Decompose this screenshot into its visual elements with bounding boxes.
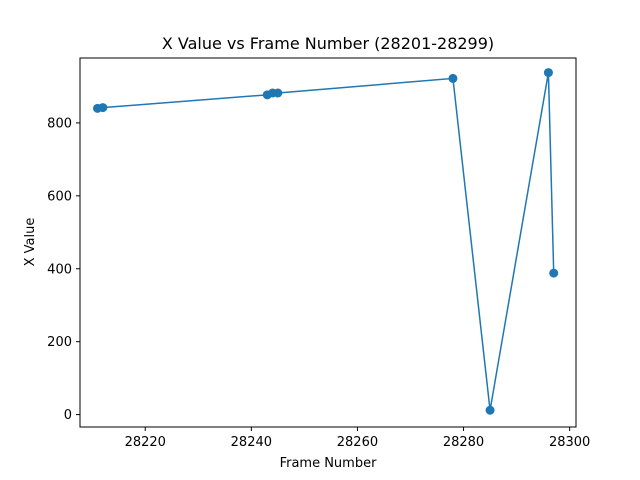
data-point <box>549 268 559 278</box>
data-point <box>448 73 458 83</box>
x-tick-label: 28280 <box>443 435 484 450</box>
data-point <box>543 68 553 78</box>
x-tick-label: 28220 <box>125 435 166 450</box>
data-point <box>485 405 495 415</box>
chart-title: X Value vs Frame Number (28201-28299) <box>162 34 494 53</box>
y-tick-label: 200 <box>47 335 72 350</box>
y-axis-ticks: 0 200 400 600 800 <box>47 116 80 423</box>
y-tick-label: 600 <box>47 189 72 204</box>
x-tick-label: 28300 <box>549 435 590 450</box>
series-points <box>93 68 559 415</box>
x-axis-ticks: 28220 28240 28260 28280 28300 <box>125 427 590 450</box>
data-point <box>273 88 283 98</box>
plot-frame <box>79 57 577 428</box>
y-tick-label: 400 <box>47 262 72 277</box>
x-tick-label: 28240 <box>231 435 272 450</box>
data-point <box>98 103 108 113</box>
y-axis-label: X Value <box>23 218 38 267</box>
x-tick-label: 28260 <box>337 435 378 450</box>
x-axis-label: Frame Number <box>280 456 378 471</box>
y-tick-label: 0 <box>64 408 72 423</box>
y-tick-label: 800 <box>47 116 72 131</box>
